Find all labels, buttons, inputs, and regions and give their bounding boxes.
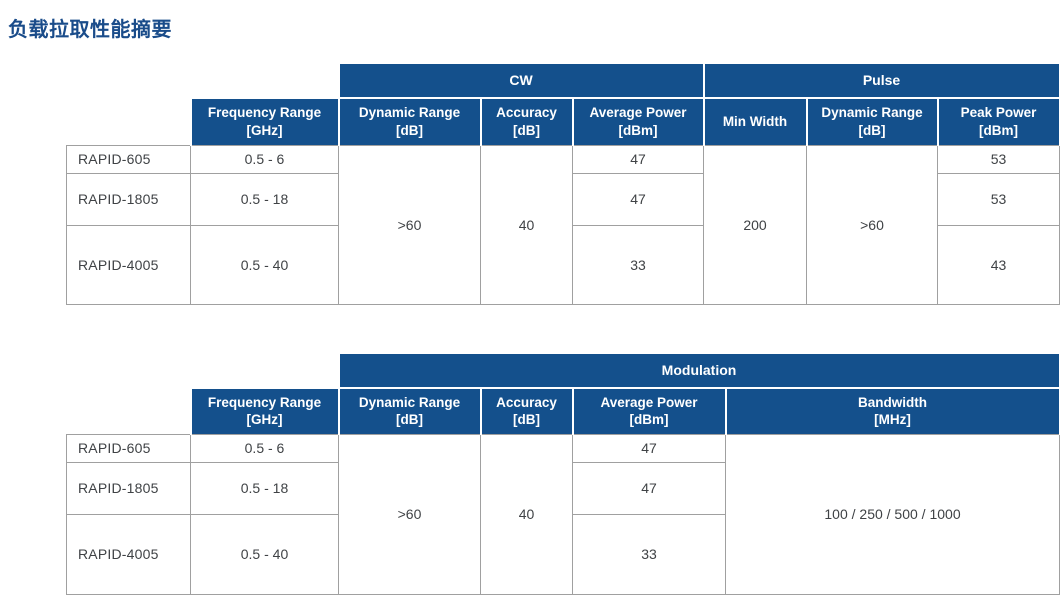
frequency-range-value: 0.5 - 18	[190, 172, 339, 226]
frequency-range-value: 0.5 - 40	[190, 513, 339, 595]
pulse-dynamic-range-merged-value: >60	[806, 144, 938, 305]
group-header-pulse: Pulse	[702, 62, 1061, 99]
column-header-average-power: Average Power [dBm]	[571, 387, 727, 435]
column-header-pulse-min-width: Min Width	[702, 97, 808, 146]
column-header-bandwidth: Bandwidth [MHz]	[724, 387, 1061, 435]
model-name-cell: RAPID-605	[66, 433, 191, 463]
group-header-cw: CW	[337, 62, 705, 99]
cw-dynamic-range-merged-value: >60	[338, 144, 481, 305]
column-header-pulse-peak-power: Peak Power [dBm]	[936, 97, 1061, 146]
bandwidth-merged-value: 100 / 250 / 500 / 1000	[725, 433, 1060, 595]
group-header-modulation: Modulation	[337, 352, 1061, 389]
column-header-frequency-range: Frequency Range [GHz]	[189, 387, 340, 435]
table-row: RAPID-4005 0.5 - 40 33 43	[66, 224, 1060, 305]
frequency-range-value: 0.5 - 18	[190, 461, 339, 515]
table-row: RAPID-605 0.5 - 6 >60 40 47 200 >60 53	[66, 144, 1060, 305]
column-header-dynamic-range: Dynamic Range [dB]	[337, 387, 482, 435]
column-header-cw-accuracy: Accuracy [dB]	[479, 97, 574, 146]
average-power-value: 33	[572, 513, 726, 595]
pulse-peak-power-value: 53	[937, 172, 1060, 226]
table-row: RAPID-1805 0.5 - 18 47	[66, 461, 1060, 515]
header-spacer	[67, 388, 191, 434]
table-row: RAPID-605 0.5 - 6 >60 40 47 100 / 250 / …	[66, 433, 1060, 595]
pulse-min-width-merged-value: 200	[703, 144, 807, 305]
header-spacer	[67, 98, 191, 145]
table-row: RAPID-1805 0.5 - 18 47 53	[66, 172, 1060, 226]
page-title: 负载拉取性能摘要	[8, 19, 172, 41]
cw-average-power-value: 47	[572, 144, 704, 174]
pulse-peak-power-value: 53	[937, 144, 1060, 174]
average-power-value: 47	[572, 461, 726, 515]
model-name-cell: RAPID-1805	[66, 461, 191, 515]
cw-pulse-table: CW Pulse Frequency Range [GHz] Dynamic R…	[66, 62, 1061, 305]
header-spacer	[67, 353, 339, 388]
dynamic-range-merged-value: >60	[338, 433, 481, 595]
modulation-table: Modulation Frequency Range [GHz] Dynamic…	[66, 352, 1061, 595]
frequency-range-value: 0.5 - 40	[190, 224, 339, 305]
table-row: RAPID-4005 0.5 - 40 33	[66, 513, 1060, 595]
cw-average-power-value: 47	[572, 172, 704, 226]
header-spacer	[67, 63, 339, 98]
cw-average-power-value: 33	[572, 224, 704, 305]
column-header-pulse-dynamic-range: Dynamic Range [dB]	[805, 97, 939, 146]
pulse-peak-power-value: 43	[937, 224, 1060, 305]
frequency-range-value: 0.5 - 6	[190, 433, 339, 463]
average-power-value: 47	[572, 433, 726, 463]
column-header-frequency-range: Frequency Range [GHz]	[189, 97, 340, 146]
model-name-cell: RAPID-1805	[66, 172, 191, 226]
model-name-cell: RAPID-605	[66, 144, 191, 174]
column-header-cw-dynamic-range: Dynamic Range [dB]	[337, 97, 482, 146]
model-name-cell: RAPID-4005	[66, 513, 191, 595]
frequency-range-value: 0.5 - 6	[190, 144, 339, 174]
column-header-accuracy: Accuracy [dB]	[479, 387, 574, 435]
model-name-cell: RAPID-4005	[66, 224, 191, 305]
accuracy-merged-value: 40	[480, 433, 573, 595]
cw-accuracy-merged-value: 40	[480, 144, 573, 305]
column-header-cw-average-power: Average Power [dBm]	[571, 97, 705, 146]
